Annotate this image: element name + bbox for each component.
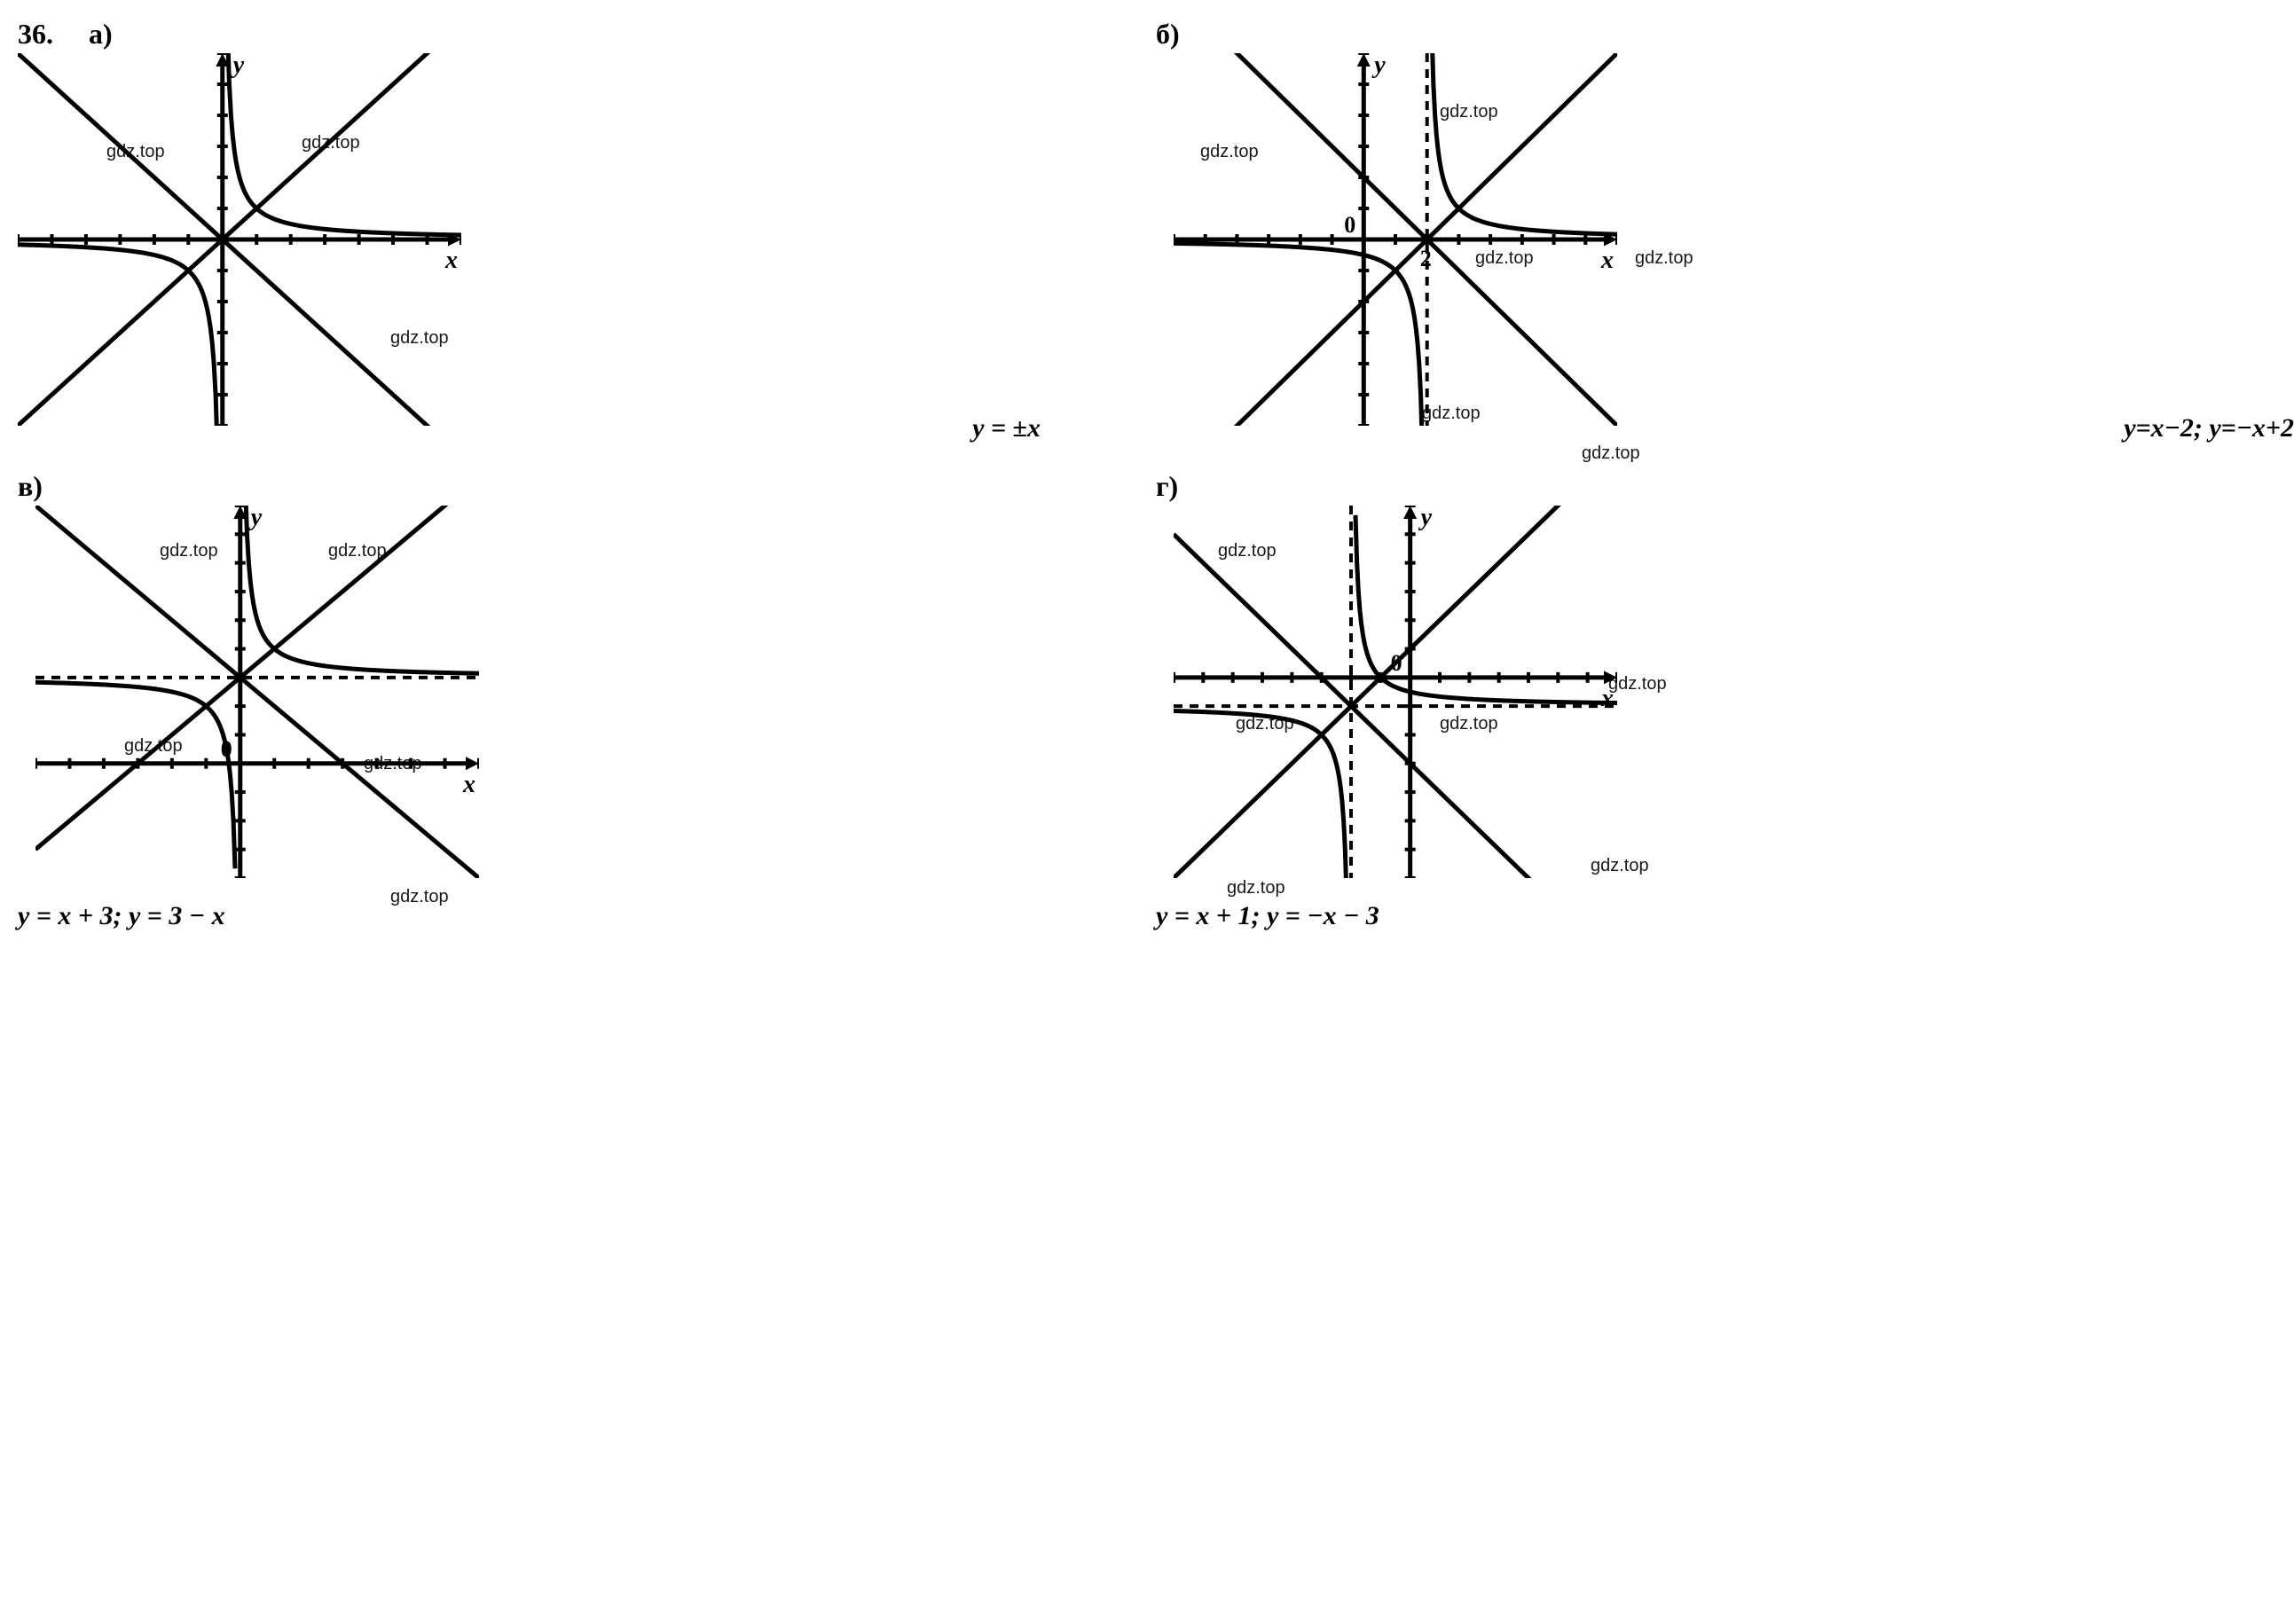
chart-container-d: xy0: [1174, 506, 2294, 905]
watermark: gdz.top: [106, 142, 165, 162]
x-axis-label: x: [1600, 247, 1614, 274]
watermark: gdz.top: [1227, 878, 1285, 898]
sub-label-a: а): [89, 18, 113, 51]
hyperbola-right-branch: [246, 506, 479, 674]
watermark: gdz.top: [1200, 142, 1259, 162]
y-axis-label: y: [248, 506, 263, 531]
problem-number: 36.: [18, 18, 53, 51]
answer-c: y = x + 3; y = 3 − x: [18, 901, 225, 931]
asymptote-line-0: [1174, 506, 1617, 878]
watermark: gdz.top: [364, 754, 422, 774]
panel-a: 36.а)xygdz.topgdz.topgdz.topy = ±x: [18, 18, 1138, 452]
origin-label: 0: [1391, 650, 1402, 676]
sub-label-b: б): [1156, 18, 1180, 51]
watermark: gdz.top: [1218, 541, 1277, 561]
x-axis-arrow: [466, 757, 479, 770]
watermark: gdz.top: [1635, 248, 1693, 269]
watermark: gdz.top: [390, 887, 449, 907]
chart-a: xy: [18, 53, 461, 426]
y-axis-label: y: [1371, 53, 1386, 79]
y-axis-label: y: [231, 53, 245, 79]
watermark: gdz.top: [1582, 443, 1640, 464]
watermark: gdz.top: [328, 541, 387, 561]
panel-d: г)xy0gdz.topgdz.topgdz.topgdz.topgdz.top…: [1156, 470, 2276, 905]
answer-d: y = x + 1; y = −x − 3: [1156, 901, 1379, 931]
answer-b: y=x−2; y=−x+2: [2124, 413, 2294, 443]
panel-b: б) x y 0 2 gdz.top gdz.top gdz.top gdz.top gdz.to…: [1156, 18, 2276, 452]
chart-b: x y 0 2: [1174, 53, 1617, 426]
watermark: gdz.top: [390, 328, 449, 349]
watermark: gdz.top: [1440, 714, 1498, 734]
watermark: gdz.top: [1475, 248, 1534, 269]
y-axis-arrow: [1357, 53, 1371, 67]
chart-container-c: x y 0: [35, 506, 1156, 905]
asymptote-line-1: [35, 506, 479, 878]
watermark: gdz.top: [1591, 856, 1649, 876]
origin-label: 0: [1344, 212, 1355, 238]
chart-container-a: xy: [18, 53, 1138, 452]
answer-a: y = ±x: [972, 413, 1041, 443]
sub-label-c: в): [18, 470, 43, 503]
watermark: gdz.top: [1608, 674, 1667, 694]
y-axis-arrow: [1403, 506, 1417, 519]
chart-grid: 36.а)xygdz.topgdz.topgdz.topy = ±xб)xy02…: [18, 18, 2276, 905]
watermark: gdz.top: [1440, 102, 1498, 122]
center-label: 2: [1420, 246, 1432, 271]
chart-d: xy0: [1174, 506, 1617, 878]
x-axis-label: x: [444, 247, 458, 274]
watermark: gdz.top: [124, 736, 183, 757]
hyperbola-left-branch: [35, 682, 235, 868]
x-axis-label: x: [462, 771, 475, 798]
watermark: gdz.top: [1422, 404, 1481, 424]
panel-c: в) x y 0 gdz.top gdz.top gdz.top gdz.top gdz.top…: [18, 470, 1138, 905]
origin-label: 0: [221, 736, 232, 762]
sub-label-d: г): [1156, 470, 1178, 503]
chart-container-b: x y 0 2: [1174, 53, 2294, 452]
watermark: gdz.top: [160, 541, 218, 561]
chart-c: x y 0: [35, 506, 479, 878]
watermark: gdz.top: [302, 133, 360, 153]
hyperbola-left-branch: [1174, 243, 1422, 426]
watermark: gdz.top: [1236, 714, 1294, 734]
y-axis-label: y: [1418, 506, 1433, 531]
